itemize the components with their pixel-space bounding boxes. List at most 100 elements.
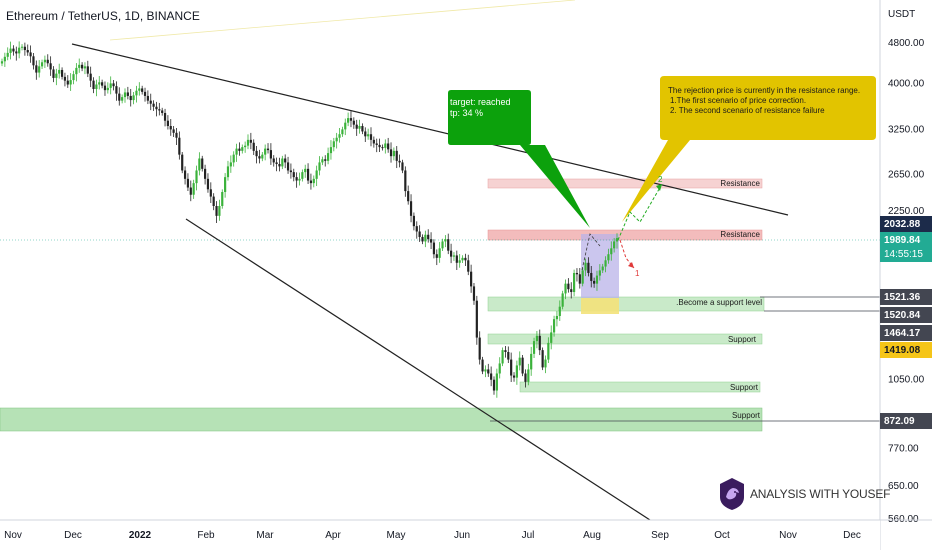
candle-body [66, 80, 69, 85]
scenario-2-path [617, 183, 663, 241]
yellow-callout-line2: 1.The first scenario of price correction… [670, 96, 807, 105]
candle-body [558, 306, 561, 316]
candle-body [598, 270, 601, 276]
candle-body [149, 100, 152, 104]
candle-body [3, 56, 6, 62]
candle-body [492, 379, 496, 391]
candle-body [12, 48, 15, 52]
candle-body [169, 126, 172, 130]
candle-body [106, 87, 109, 91]
candle-body [226, 166, 230, 178]
watermark-text: ANALYSIS WITH YOUSEF [750, 487, 891, 501]
candle-body [389, 149, 393, 157]
shield-bull-logo-icon [720, 478, 744, 510]
time-axis-label: Aug [583, 530, 601, 541]
candle-body [467, 260, 470, 272]
candle-body [495, 373, 498, 391]
faint-diagonal [109, 0, 576, 41]
candle-body [60, 69, 64, 77]
candle-body [593, 280, 596, 284]
candle-body [524, 373, 527, 382]
candle-body [507, 351, 510, 360]
candle-body [341, 129, 344, 135]
candle-body [347, 118, 350, 123]
candle-body [235, 148, 238, 155]
price-badge-label: 1464.17 [884, 328, 921, 339]
candle-body [298, 178, 301, 181]
candle-body [318, 162, 321, 171]
candle-body [518, 357, 521, 366]
candle-body [218, 206, 221, 216]
candle-body [0, 61, 4, 64]
candle-body [441, 241, 444, 249]
price-tick-label: 2650.00 [888, 170, 925, 181]
candle-body [26, 50, 29, 53]
time-axis-label: May [387, 530, 406, 541]
candle-body [115, 86, 118, 94]
time-axis-bg[interactable] [0, 520, 880, 550]
candle-body [215, 206, 218, 216]
symbol-title[interactable]: Ethereum / TetherUS, 1D, BINANCE [6, 9, 200, 23]
candle-body [295, 177, 298, 181]
time-axis-label: 2022 [129, 530, 152, 541]
yellow-callout-text: The rejection price is currently in the … [668, 86, 868, 116]
candle-body [232, 154, 235, 163]
candle-body [358, 126, 361, 129]
candle-body [166, 120, 170, 127]
price-badge [880, 413, 932, 429]
candle-body [578, 274, 581, 284]
candle-body [604, 260, 607, 267]
candle-body [15, 51, 18, 54]
candle-body [244, 145, 247, 148]
candle-body [98, 82, 101, 85]
candle-body [590, 272, 593, 281]
time-axis-label: Jul [522, 530, 535, 541]
watermark: ANALYSIS WITH YOUSEF [716, 477, 890, 511]
candle-body [92, 80, 95, 90]
time-axis-label: Nov [4, 530, 22, 541]
candle-body [584, 262, 587, 271]
candle-body [515, 365, 518, 378]
candle-body [83, 66, 87, 69]
time-axis-label: Apr [325, 530, 341, 541]
candle-body [158, 109, 161, 111]
rise-path-dashes [581, 233, 601, 271]
support-label-2: Support [729, 383, 758, 392]
candle-body [163, 112, 167, 121]
candle-body [138, 88, 141, 91]
candle-body [292, 172, 295, 178]
price-tick-label: 3250.00 [888, 124, 925, 135]
candle-body [595, 275, 599, 284]
candle-body [221, 192, 224, 207]
price-tick-label: 650.00 [888, 481, 919, 492]
candle-body [126, 92, 129, 96]
price-axis-currency: USDT [888, 9, 915, 20]
candle-body [301, 172, 304, 179]
candle-body [458, 260, 461, 263]
candle-body [547, 342, 550, 360]
candle-body [535, 335, 539, 342]
candle-body [29, 52, 32, 57]
resistance-label-lower: Resistance [720, 230, 760, 239]
candle-body [352, 120, 355, 125]
candle-body [89, 73, 92, 81]
price-badge-label: 1521.36 [884, 292, 921, 303]
price-badge [880, 232, 932, 262]
candle-body [504, 350, 507, 352]
candle-body [266, 148, 270, 151]
candle-body [55, 73, 58, 78]
time-axis-label: Sep [651, 530, 669, 541]
candle-body [52, 69, 55, 78]
candle-body [418, 231, 421, 237]
upper-trendline [71, 43, 789, 216]
candle-body [475, 300, 478, 338]
price-badge [880, 289, 932, 305]
candle-body [332, 141, 335, 148]
candle-body [252, 142, 255, 151]
candle-body [398, 160, 401, 163]
candle-body [344, 122, 347, 130]
candle-body [372, 139, 375, 144]
candle-body [487, 369, 490, 374]
candle-body [112, 83, 115, 87]
